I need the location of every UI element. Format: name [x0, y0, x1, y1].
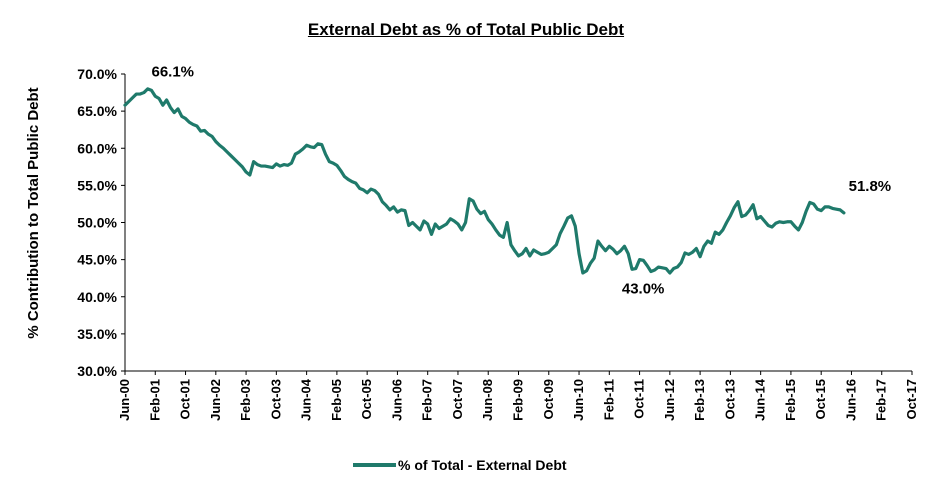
x-tick-label: Feb-03 — [238, 379, 253, 421]
y-tick-label: 30.0% — [77, 363, 117, 379]
x-tick-label: Jun-14 — [753, 378, 768, 421]
x-tick-label: Jun-16 — [843, 379, 858, 421]
x-axis: Jun-00 Feb-01 Oct-01 Jun-02 Feb-03 Oct-03 Jun-… — [117, 370, 919, 421]
y-axis-label: % Contribution to Total Public Debt — [25, 87, 42, 338]
x-tick-label: Oct-09 — [541, 379, 556, 419]
y-axis: 30.0% 35.0% 40.0% 45.0% 50.0% 55.0% 60.0% 65.0%… — [77, 66, 126, 379]
y-tick-label: 70.0% — [77, 66, 117, 82]
data-label: 66.1% — [151, 63, 194, 80]
x-tick-label: Oct-11 — [632, 379, 647, 419]
x-tick-label: Feb-15 — [783, 379, 798, 421]
x-tick-label: Jun-12 — [662, 379, 677, 421]
x-tick-label: Oct-03 — [268, 379, 283, 419]
y-tick-label: 45.0% — [77, 252, 117, 268]
series-layer — [123, 87, 846, 275]
y-tick-label: 40.0% — [77, 289, 117, 305]
x-tick-label: Jun-00 — [117, 379, 132, 421]
x-tick-label: Oct-01 — [178, 379, 193, 419]
x-tick-label: Oct-15 — [813, 379, 828, 419]
chart-title: External Debt as % of Total Public Debt — [307, 20, 625, 39]
data-label: 43.0% — [622, 281, 665, 298]
y-tick-label: 50.0% — [77, 215, 117, 231]
x-tick-label: Jun-10 — [571, 379, 586, 421]
x-tick-label: Feb-01 — [147, 379, 162, 421]
x-tick-label: Oct-07 — [450, 379, 465, 419]
x-tick-label: Feb-17 — [874, 379, 889, 421]
y-tick-label: 55.0% — [77, 177, 117, 193]
legend: % of Total - External Debt — [353, 457, 567, 473]
annotation-layer: 66.1% 43.0% 51.8% — [151, 63, 891, 297]
data-label: 51.8% — [849, 178, 892, 195]
x-tick-label: Feb-05 — [329, 379, 344, 421]
x-tick-label: Oct-17 — [904, 379, 919, 419]
x-tick-label: Feb-13 — [692, 379, 707, 421]
legend-label: % of Total - External Debt — [398, 457, 567, 473]
series-line-external-debt — [123, 87, 846, 275]
x-tick-label: Feb-09 — [511, 379, 526, 421]
x-tick-label: Feb-11 — [601, 379, 616, 420]
x-tick-label: Oct-13 — [722, 379, 737, 419]
x-tick-label: Jun-06 — [389, 379, 404, 421]
y-tick-label: 65.0% — [77, 103, 117, 119]
x-tick-label: Feb-07 — [420, 379, 435, 421]
y-tick-label: 35.0% — [77, 326, 117, 342]
x-tick-label: Jun-04 — [299, 378, 314, 421]
x-tick-label: Jun-08 — [480, 379, 495, 421]
y-tick-label: 60.0% — [77, 140, 117, 156]
x-tick-label: Oct-05 — [359, 379, 374, 419]
x-tick-label: Jun-02 — [208, 379, 223, 421]
